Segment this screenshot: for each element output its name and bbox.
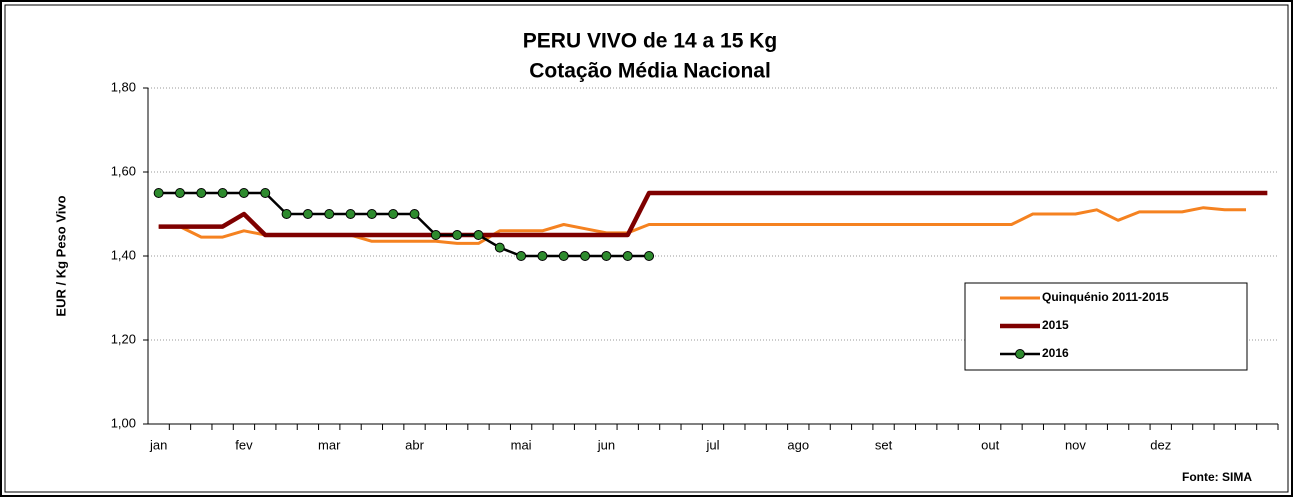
- x-tick-label: jan: [149, 437, 167, 452]
- x-tick-label: abr: [405, 437, 424, 452]
- x-tick-label: ago: [787, 437, 809, 452]
- series-marker: [516, 251, 527, 261]
- y-tick-label: 1,80: [111, 79, 136, 94]
- series-marker: [324, 209, 335, 219]
- inner-frame: [4, 4, 1289, 493]
- x-tick-label: jun: [597, 437, 615, 452]
- series-marker: [196, 188, 207, 198]
- legend-label: 2016: [1042, 346, 1069, 360]
- series-marker: [238, 188, 249, 198]
- legend-marker: [1015, 349, 1025, 359]
- x-tick-label: nov: [1065, 437, 1086, 452]
- series-marker: [558, 251, 569, 261]
- source: Fonte: SIMA: [1182, 470, 1252, 484]
- legend-label: Quinquénio 2011-2015: [1042, 290, 1169, 304]
- x-tick-label: set: [875, 437, 893, 452]
- series-marker: [473, 230, 484, 240]
- legend-label: 2015: [1042, 318, 1069, 332]
- series-marker: [281, 209, 292, 219]
- series-marker: [644, 251, 655, 261]
- y-tick-label: 1,60: [111, 163, 136, 178]
- y-tick-label: 1,20: [111, 331, 136, 346]
- y-axis-label: EUR / Kg Peso Vivo: [53, 195, 68, 316]
- series-marker: [494, 242, 505, 253]
- series-marker: [174, 188, 185, 198]
- series-marker: [452, 230, 463, 240]
- series-marker: [601, 251, 612, 261]
- series-marker: [430, 230, 441, 240]
- series-marker: [302, 209, 313, 219]
- series-marker: [345, 209, 356, 219]
- x-tick-label: mai: [511, 437, 532, 452]
- x-tick-label: out: [981, 437, 999, 452]
- series-marker: [580, 251, 591, 261]
- chart-subtitle: Cotação Média Nacional: [529, 60, 771, 83]
- series-marker: [409, 209, 420, 219]
- series-marker: [366, 209, 377, 219]
- series-marker: [537, 251, 548, 261]
- x-tick-label: dez: [1150, 437, 1171, 452]
- series-marker: [260, 188, 271, 198]
- x-tick-label: jul: [705, 437, 719, 452]
- x-tick-label: mar: [318, 437, 341, 452]
- series-marker: [622, 251, 633, 261]
- x-tick-label: fev: [235, 437, 253, 452]
- chart-title: PERU VIVO de 14 a 15 Kg: [523, 30, 777, 53]
- series-marker: [153, 188, 164, 198]
- y-tick-label: 1,00: [111, 415, 136, 430]
- series-line: [158, 190, 1268, 238]
- series-marker: [217, 188, 228, 198]
- y-tick-label: 1,40: [111, 247, 136, 262]
- series-marker: [388, 209, 399, 219]
